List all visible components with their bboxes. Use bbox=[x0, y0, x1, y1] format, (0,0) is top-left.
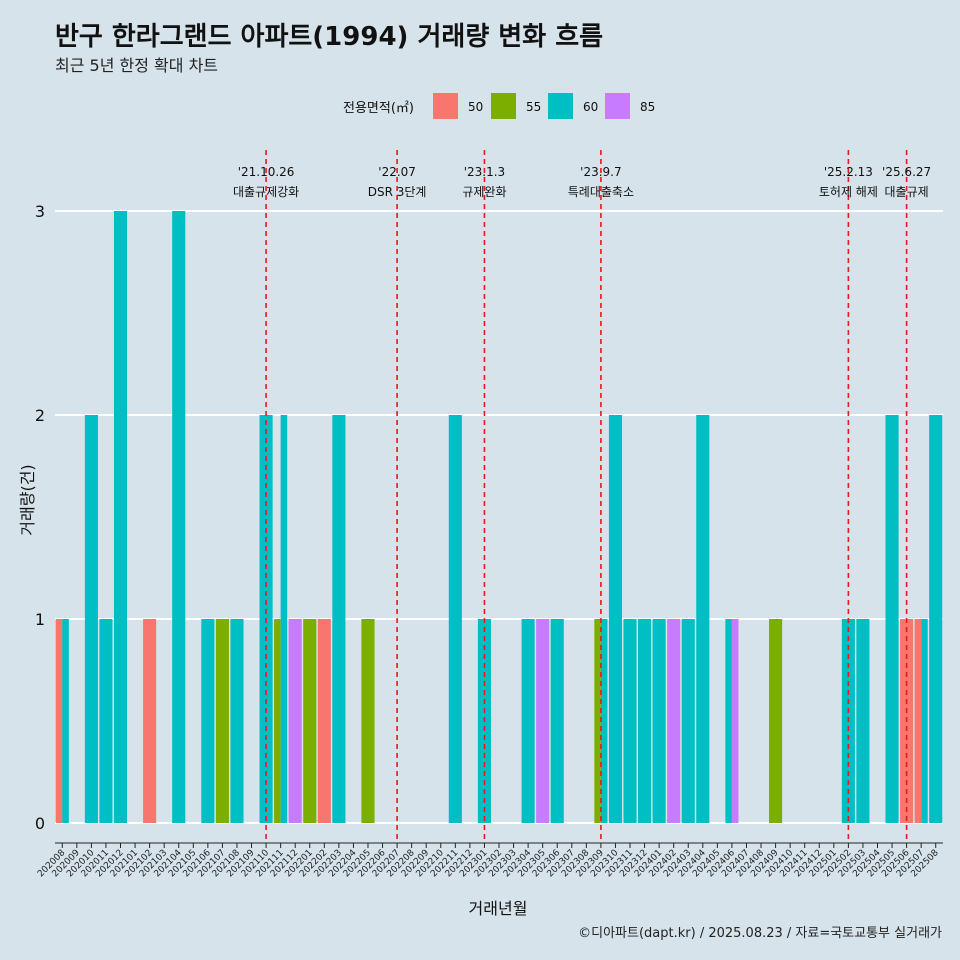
bar-202406-85 bbox=[731, 619, 739, 823]
bar-202202-50 bbox=[317, 619, 331, 823]
bar-202404-60 bbox=[696, 415, 710, 823]
source-credit: ©디아파트(dapt.kr) / 2025.08.23 / 자료=국토교통부 실… bbox=[578, 926, 942, 941]
bar-202008-50 bbox=[55, 619, 63, 823]
legend-label-60: 60 bbox=[583, 100, 598, 114]
x-axis-label: 거래년월 bbox=[469, 899, 528, 918]
event-label: 대출규제강화 bbox=[233, 185, 299, 199]
bar-202402-85 bbox=[667, 619, 681, 823]
event-lines: '21.10.26 대출규제강화 '22.07 DSR 3단계 '23.1.3 규제완화 '… bbox=[233, 150, 931, 843]
bar-202108-60 bbox=[230, 619, 244, 823]
legend-swatch-55 bbox=[491, 93, 516, 119]
bar-202306-60 bbox=[550, 619, 564, 823]
event-date: '25.6.27 bbox=[882, 165, 931, 179]
bar-202011-60 bbox=[99, 619, 113, 823]
bar-202312-60 bbox=[638, 619, 652, 823]
event-label: 토허제 해제 bbox=[819, 185, 878, 199]
bar-202309-60 bbox=[600, 619, 608, 823]
bar-202507-60 bbox=[921, 619, 928, 823]
bar-202008-60 bbox=[62, 619, 69, 823]
bar-202111-55 bbox=[274, 619, 281, 823]
event-date: '23.1.3 bbox=[464, 165, 505, 179]
legend-swatch-60 bbox=[548, 93, 573, 119]
bar-202112-85 bbox=[288, 619, 302, 823]
legend-swatch-85 bbox=[605, 93, 630, 119]
bar-202010-60 bbox=[84, 415, 98, 823]
bar-202304-60 bbox=[521, 619, 535, 823]
event-date: '23.9.7 bbox=[580, 165, 621, 179]
legend-swatch-50 bbox=[433, 93, 458, 119]
bar-202305-85 bbox=[536, 619, 550, 823]
event-date: '25.2.13 bbox=[824, 165, 873, 179]
bar-202104-60 bbox=[172, 211, 186, 823]
event-date: '21.10.26 bbox=[238, 165, 295, 179]
bar-202211-60 bbox=[448, 415, 462, 823]
event-label: DSR 3단계 bbox=[368, 185, 427, 199]
bar-202503-60 bbox=[856, 619, 870, 823]
chart-title: 반구 한라그랜드 아파트(1994) 거래량 변화 흐름 bbox=[55, 22, 604, 52]
bar-202508-60 bbox=[929, 415, 943, 823]
bar-202505-60 bbox=[885, 415, 899, 823]
y-axis-label: 거래량(건) bbox=[18, 464, 37, 535]
bar-202311-60 bbox=[623, 619, 637, 823]
legend: 전용면적(㎡) 50 55 60 85 bbox=[343, 93, 655, 119]
bar-202403-60 bbox=[681, 619, 695, 823]
bar-202309-55 bbox=[594, 619, 601, 823]
bar-202205-55 bbox=[361, 619, 375, 823]
chart-subtitle: 최근 5년 한정 확대 차트 bbox=[55, 56, 219, 75]
y-tick-label: 1 bbox=[35, 610, 45, 629]
bar-202507-50 bbox=[914, 619, 922, 823]
bar-202203-60 bbox=[332, 415, 346, 823]
event-label: 규제완화 bbox=[462, 185, 506, 199]
legend-label-50: 50 bbox=[468, 100, 483, 114]
y-tick-label: 3 bbox=[35, 202, 45, 221]
bar-202111-60 bbox=[280, 415, 288, 823]
y-tick-label: 0 bbox=[35, 814, 45, 833]
bar-202201-55 bbox=[303, 619, 317, 823]
legend-title: 전용면적(㎡) bbox=[343, 101, 414, 116]
bars bbox=[55, 211, 943, 823]
event-date: '22.07 bbox=[378, 165, 416, 179]
bar-202106-60 bbox=[201, 619, 215, 823]
bar-202107-55 bbox=[215, 619, 229, 823]
bar-202012-60 bbox=[113, 211, 128, 823]
bar-202409-55 bbox=[769, 619, 783, 823]
bar-202406-60 bbox=[725, 619, 732, 823]
bar-202401-60 bbox=[652, 619, 666, 823]
legend-label-85: 85 bbox=[640, 100, 655, 114]
bar-202102-50 bbox=[143, 619, 157, 823]
y-tick-label: 2 bbox=[35, 406, 45, 425]
event-label: 대출규제 bbox=[885, 185, 929, 199]
event-label: 특례대출축소 bbox=[568, 185, 634, 199]
axes: 2020082020092020102020112020122021012021… bbox=[36, 842, 943, 879]
legend-label-55: 55 bbox=[526, 100, 541, 114]
bar-202310-60 bbox=[608, 415, 623, 823]
